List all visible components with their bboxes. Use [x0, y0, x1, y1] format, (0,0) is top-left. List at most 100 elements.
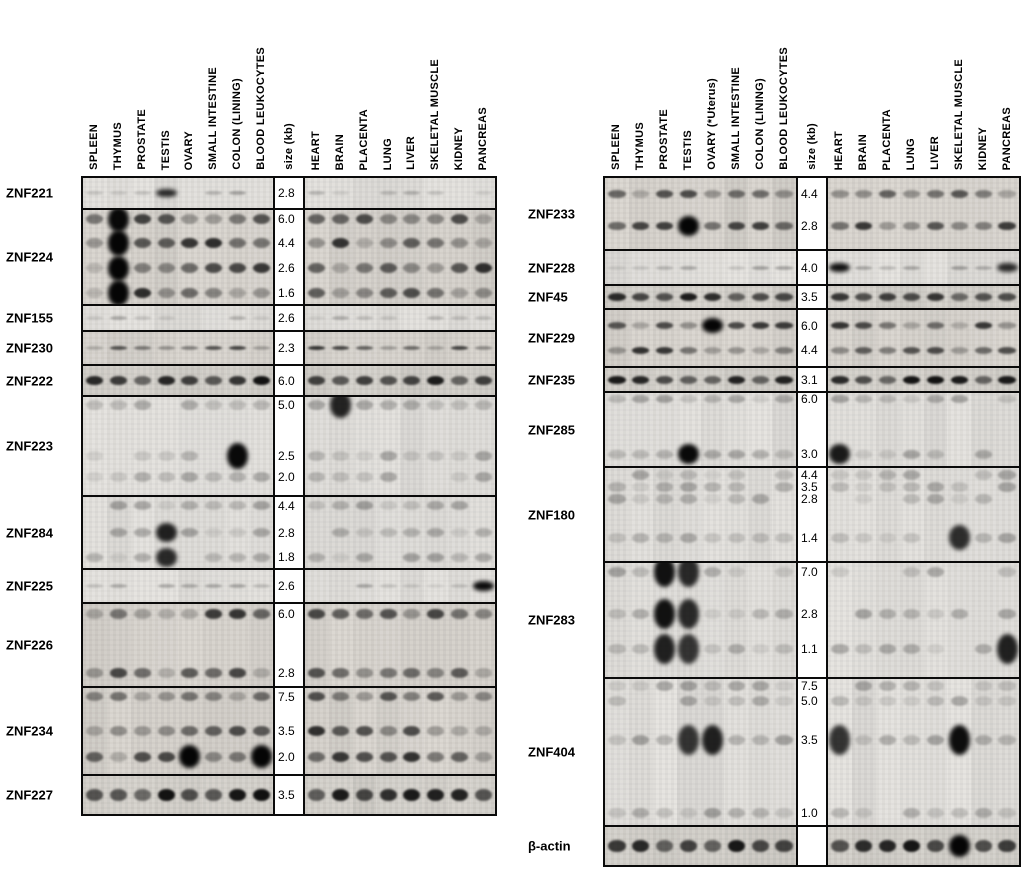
blot-band [252, 726, 270, 736]
size-label: 6.0 [801, 318, 818, 333]
blot-band [727, 189, 745, 198]
blot-band [678, 444, 700, 465]
blot-band [181, 691, 199, 702]
blot-lane [828, 178, 852, 249]
blot-band [450, 726, 468, 736]
blot-band [379, 501, 397, 510]
blot-band [775, 839, 793, 853]
blot-lane [471, 210, 495, 304]
tissue-label: KIDNEY [452, 126, 465, 170]
blot-band [902, 265, 921, 270]
blot-band [608, 265, 626, 270]
blot-band [472, 581, 494, 591]
blot-lane [652, 563, 677, 677]
blot-band [205, 788, 223, 802]
blot-lane [971, 178, 995, 249]
blot-image-left [605, 368, 796, 391]
tissue-lane-header: KIDNEY [971, 6, 995, 174]
blot-band [926, 609, 945, 620]
blot-lane [154, 604, 178, 686]
blot-lane [376, 332, 400, 364]
blot-band [926, 322, 945, 329]
tissue-label: SKELETAL MUSCLE [429, 58, 442, 170]
blot-band [974, 450, 992, 459]
blot-band [775, 532, 793, 543]
blot-lane [471, 332, 495, 364]
blot-row-znf45: ZNF45 3.5 [524, 284, 1021, 310]
blot-lane [400, 688, 424, 774]
blot-band [133, 214, 151, 225]
blot-band [474, 788, 492, 802]
blot-lane [605, 368, 629, 391]
blot-band [855, 265, 873, 270]
blot-lane [202, 397, 226, 495]
size-label: 5.0 [801, 693, 818, 708]
blot-lane [899, 286, 924, 308]
blot-lane [971, 251, 996, 284]
blot-band [974, 347, 992, 354]
blot-lane [724, 310, 748, 366]
tissue-label: BRAIN [334, 133, 347, 170]
blot-band [608, 532, 626, 543]
blot-lane [923, 827, 948, 865]
blot-lane [353, 366, 377, 395]
tissue-lane-header: SMALL INTESTINE [202, 6, 226, 174]
blot-row-znf180: ZNF180 4.4 3.5 2.8 1.4 [524, 466, 1021, 563]
blot-band [926, 450, 945, 459]
blot-band [950, 322, 968, 329]
blot-band [751, 695, 769, 706]
blot-band [308, 346, 326, 350]
tissue-label: BRAIN [857, 133, 870, 170]
blot-band [155, 547, 177, 568]
blot-lane [471, 776, 495, 814]
blot-band [355, 287, 373, 298]
blot-band [632, 450, 650, 459]
blot-band [974, 839, 992, 853]
size-column: 2.3 [273, 332, 305, 364]
blot-band [252, 472, 270, 483]
blot-band [450, 691, 468, 702]
blot-band [379, 528, 397, 537]
blot-band [403, 691, 421, 702]
size-label: 5.0 [278, 397, 295, 412]
blot-lane [852, 251, 876, 284]
tissue-lane-header: BLOOD LEUKOCYTES [772, 6, 796, 174]
blot-band [379, 668, 397, 678]
blot-band [474, 399, 492, 410]
blot-band [902, 532, 921, 543]
blot-band [205, 668, 223, 678]
blot-band [403, 191, 421, 195]
blot-band [110, 375, 128, 386]
blot-band [632, 643, 650, 654]
blot-lane [471, 178, 495, 208]
blot-band [308, 788, 326, 802]
blot-lane [724, 368, 749, 391]
tissue-lane-header: PLACENTA [876, 6, 900, 174]
blot-band [608, 375, 626, 384]
blot-band [403, 584, 421, 588]
blot-lane [748, 368, 773, 391]
blot-band [855, 394, 873, 404]
blot-body: 4.4 2.8 1.8 [81, 495, 497, 570]
blot-lane [328, 570, 353, 602]
blot-band [474, 375, 492, 386]
blot-band [727, 322, 745, 329]
blot-band [427, 788, 445, 802]
blot-band [831, 189, 849, 198]
gene-label-cell: ZNF222 [2, 364, 81, 397]
blot-image-right [828, 286, 1019, 308]
blot-image-left [605, 827, 796, 865]
blot-band [751, 450, 769, 459]
blot-lane [748, 286, 772, 308]
blot-band [157, 726, 175, 736]
gene-label: ZNF224 [6, 249, 53, 265]
blot-band [855, 481, 873, 492]
blot-band [332, 691, 350, 702]
blot-band [181, 450, 199, 461]
blot-band [155, 522, 177, 543]
tissue-group-left: SPLEEN THYMUS PROSTATE TESTIS OVARY (*Uterus… [605, 6, 796, 174]
tissue-label: LUNG [381, 137, 394, 170]
blot-lane [305, 570, 329, 602]
blot-band [727, 839, 745, 853]
blot-lane [471, 604, 495, 686]
